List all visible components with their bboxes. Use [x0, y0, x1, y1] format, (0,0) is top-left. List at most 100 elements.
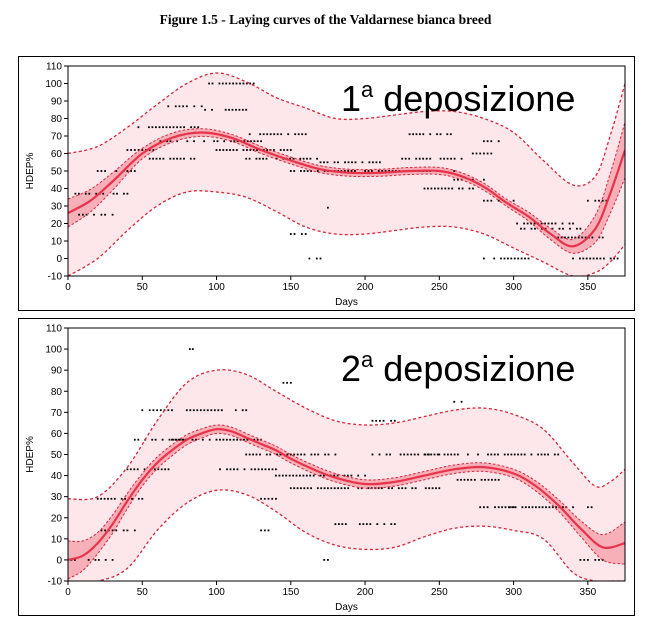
data-point: [300, 453, 302, 456]
data-point: [176, 157, 178, 160]
data-point: [361, 161, 364, 164]
data-point: [357, 487, 360, 490]
data-point: [295, 474, 298, 477]
annotation-superscript: a: [361, 77, 374, 102]
data-point: [131, 497, 133, 500]
data-point: [347, 474, 349, 477]
data-point: [185, 105, 188, 108]
data-point: [369, 523, 372, 525]
data-point: [85, 213, 88, 216]
data-point: [167, 105, 170, 108]
data-point: [453, 178, 456, 181]
data-point: [169, 126, 171, 129]
data-point: [453, 453, 456, 456]
data-point: [440, 187, 443, 190]
data-point: [436, 133, 438, 136]
data-point: [423, 453, 426, 456]
data-point: [219, 438, 221, 441]
data-point: [479, 506, 482, 509]
data-point: [408, 133, 411, 136]
x-tick-label: 300: [505, 587, 522, 598]
data-point: [133, 529, 136, 532]
data-point: [513, 257, 516, 260]
data-point: [285, 474, 288, 477]
data-point: [293, 453, 296, 456]
data-point: [300, 487, 302, 490]
data-point: [548, 506, 551, 509]
data-points: [70, 348, 604, 561]
data-point: [480, 478, 483, 481]
data-point: [343, 170, 346, 172]
x-tick-label: 250: [431, 282, 448, 293]
data-point: [497, 453, 499, 456]
data-point: [540, 453, 543, 456]
data-point: [154, 438, 157, 441]
data-point: [513, 453, 516, 456]
data-point: [78, 192, 80, 195]
data-point: [302, 474, 305, 477]
data-point: [286, 453, 289, 456]
data-point: [219, 149, 221, 151]
data-point: [265, 453, 268, 456]
data-point: [206, 409, 209, 412]
data-point: [252, 82, 255, 85]
data-point: [126, 468, 129, 471]
data-point: [287, 133, 290, 136]
data-point: [439, 133, 442, 136]
data-point: [594, 199, 597, 202]
data-point: [427, 187, 429, 190]
data-point: [248, 133, 251, 136]
data-point: [557, 453, 560, 456]
data-point: [126, 149, 129, 151]
data-point: [137, 497, 140, 500]
data-point: [609, 257, 612, 260]
data-point: [415, 133, 418, 136]
data-point: [372, 161, 374, 164]
y-tick-label: 20: [51, 513, 63, 524]
data-point: [401, 487, 404, 490]
data-point: [190, 126, 192, 129]
data-point: [371, 419, 374, 422]
data-point: [309, 474, 312, 477]
data-point: [486, 140, 489, 143]
data-point: [390, 419, 392, 422]
data-point: [296, 453, 299, 456]
data-point: [276, 133, 279, 136]
plot-area: [68, 72, 625, 276]
data-point: [544, 222, 546, 225]
data-point: [172, 126, 175, 129]
data-point: [512, 199, 515, 202]
data-point: [306, 157, 308, 160]
data-point: [179, 438, 181, 441]
data-point: [104, 213, 106, 216]
data-point: [431, 487, 434, 490]
data-point: [279, 453, 282, 456]
y-tick-label: 80: [51, 387, 63, 398]
data-point: [167, 468, 170, 471]
data-point: [238, 108, 241, 111]
data-point: [336, 474, 339, 477]
chart-panel-2: -10 0 10 20 30 40 50 60 70 80 90 100 110 0 50 100 150 200…: [18, 318, 635, 616]
data-point: [425, 157, 428, 160]
data-point: [531, 506, 534, 509]
data-point: [249, 149, 252, 151]
data-point: [258, 157, 261, 160]
data-point: [74, 192, 77, 195]
data-point: [273, 133, 276, 136]
data-point: [269, 453, 272, 456]
data-point: [267, 529, 270, 532]
confidence-lower-line: [68, 432, 625, 580]
data-point: [213, 140, 215, 143]
data-point: [429, 157, 432, 160]
data-point: [507, 453, 509, 456]
data-point: [468, 187, 471, 190]
data-point: [265, 157, 268, 160]
data-point: [104, 529, 106, 532]
data-point: [178, 105, 181, 108]
data-point: [319, 474, 322, 477]
data-point: [320, 487, 323, 490]
data-point: [541, 506, 544, 509]
data-point: [217, 409, 220, 412]
data-point: [381, 170, 384, 172]
data-point: [316, 170, 319, 172]
